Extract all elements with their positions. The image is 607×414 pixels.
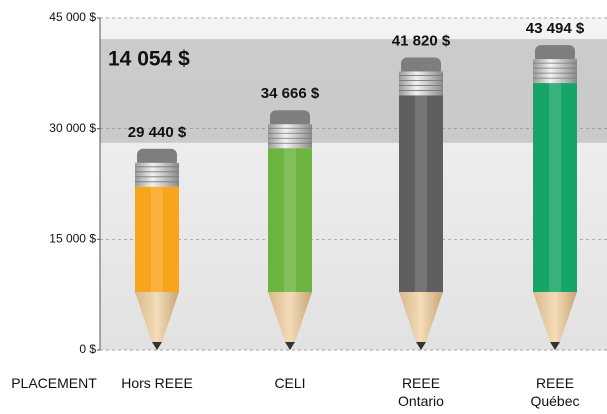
value-label: 41 820 $ [392, 32, 451, 49]
y-tick-label: 30 000 $ [49, 121, 96, 135]
pencil [533, 45, 577, 350]
value-label: 34 666 $ [261, 85, 320, 102]
value-label: 43 494 $ [526, 20, 585, 37]
chart: 14 054 $ 0 $ 15 000 $ 30 000 $ 45 000 $ 29 44… [0, 0, 607, 414]
x-tick-label: REEE Québec [510, 374, 600, 410]
pencil-facet [549, 83, 561, 292]
y-tick-label: 15 000 $ [49, 232, 96, 246]
pencil-facet [284, 148, 296, 292]
chart-svg: 14 054 $ 0 $ 15 000 $ 30 000 $ 45 000 $ 29 44… [0, 0, 607, 414]
x-tick-label: REEE Ontario [376, 374, 466, 410]
annotation: 14 054 $ [108, 48, 190, 71]
x-tick-label: CELI [245, 374, 335, 392]
pencil-facet [415, 95, 427, 292]
x-tick-label: Hors REEE [112, 374, 202, 392]
x-axis-label: PLACEMENT [4, 374, 104, 392]
y-tick-label: 45 000 $ [49, 10, 96, 24]
value-label: 29 440 $ [128, 124, 187, 141]
pencil [399, 57, 443, 350]
pencil-facet [151, 187, 163, 292]
y-tick-label: 0 $ [79, 342, 96, 356]
